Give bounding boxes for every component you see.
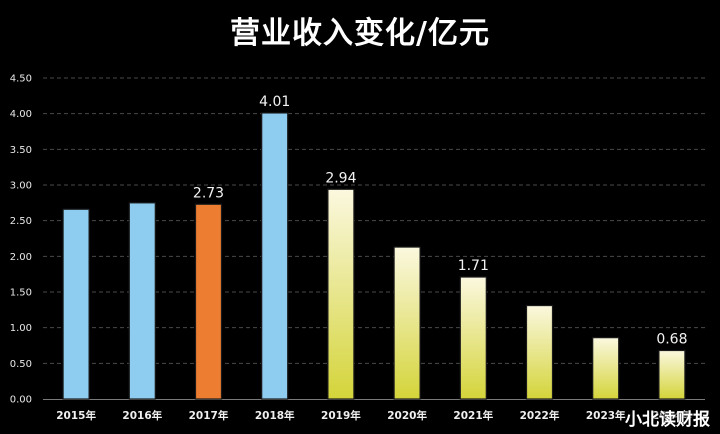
y-axis-ticks: 0.00 0.50 1.00 1.50 2.00 2.50 3.00 3.50 4.00 4.50 bbox=[10, 74, 32, 406]
x-tick-label: 2019年 bbox=[321, 409, 361, 422]
bar-2020年 bbox=[393, 246, 421, 400]
watermark-text: 小北读财报 bbox=[625, 410, 710, 430]
y-tick-label: 1.00 bbox=[10, 323, 32, 334]
bar-2022年 bbox=[525, 304, 554, 400]
data-label: 0.68 bbox=[656, 331, 687, 347]
x-tick-label: 2024年 bbox=[652, 409, 692, 422]
x-tick-label: 2016年 bbox=[122, 409, 162, 422]
data-labels: 2.73 4.01 2.94 1.71 0.68 bbox=[193, 94, 688, 348]
data-label: 4.01 bbox=[259, 94, 290, 110]
data-label: 2.94 bbox=[325, 170, 356, 186]
y-tick-label: 2.00 bbox=[10, 252, 32, 263]
x-tick-label: 2022年 bbox=[520, 409, 560, 422]
x-tick-label: 2021年 bbox=[453, 409, 493, 422]
bar-2015年 bbox=[62, 208, 90, 400]
data-label: 2.73 bbox=[193, 185, 224, 201]
chart-title: 营业收入变化/亿元 bbox=[230, 16, 490, 51]
bar-2017年 bbox=[194, 203, 223, 400]
y-tick-label: 0.00 bbox=[10, 395, 32, 406]
bars bbox=[62, 112, 686, 400]
bar-2023年 bbox=[592, 337, 620, 400]
y-tick-label: 4.50 bbox=[10, 74, 32, 85]
x-tick-label: 2017年 bbox=[189, 409, 229, 422]
bar-2021年 bbox=[459, 276, 487, 400]
bar-2024年 bbox=[658, 349, 686, 400]
data-label: 1.71 bbox=[458, 258, 489, 274]
x-axis-ticks: 2015年 2016年 2017年 2018年 2019年 2020年 2021年 2022年… bbox=[56, 409, 692, 422]
bar-2018年 bbox=[261, 112, 289, 400]
y-tick-label: 1.50 bbox=[10, 288, 32, 299]
y-tick-label: 2.50 bbox=[10, 216, 32, 227]
x-tick-label: 2015年 bbox=[56, 409, 96, 422]
y-tick-label: 0.50 bbox=[10, 359, 32, 370]
x-tick-label: 2020年 bbox=[387, 409, 427, 422]
bar-2019年 bbox=[327, 188, 355, 400]
x-tick-label: 2023年 bbox=[586, 409, 626, 422]
x-tick-label: 2018年 bbox=[255, 409, 295, 422]
y-tick-label: 4.00 bbox=[10, 109, 32, 120]
y-tick-label: 3.00 bbox=[10, 181, 32, 192]
y-tick-label: 3.50 bbox=[10, 145, 32, 156]
bar-2016年 bbox=[128, 202, 156, 400]
